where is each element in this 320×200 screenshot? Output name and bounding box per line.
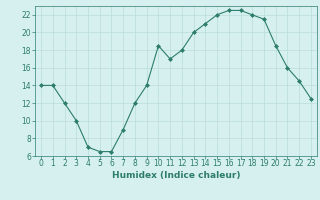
X-axis label: Humidex (Indice chaleur): Humidex (Indice chaleur) [112, 171, 240, 180]
